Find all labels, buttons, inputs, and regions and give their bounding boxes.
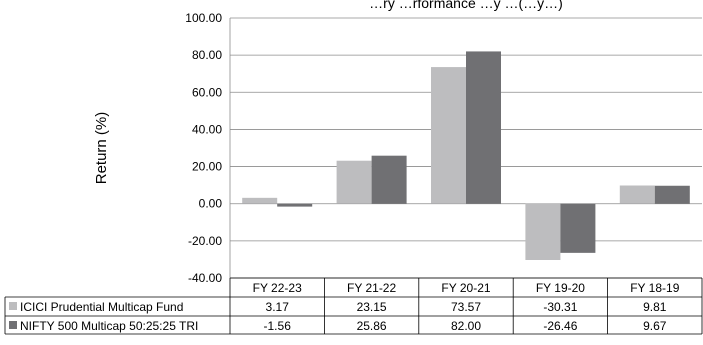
data-label: 25.86 [357, 319, 387, 333]
bar [466, 51, 501, 204]
data-label: -30.31 [543, 300, 577, 314]
y-tick-label: -40.00 [188, 271, 222, 285]
x-tick-label: FY 18-19 [630, 281, 679, 295]
data-label: 3.17 [266, 300, 290, 314]
bar [654, 185, 690, 204]
y-tick-label: 40.00 [192, 122, 222, 136]
legend-swatch [9, 302, 17, 310]
bar [371, 155, 407, 204]
y-axis-label: Return (%) [93, 112, 110, 185]
bar [431, 67, 466, 204]
x-tick-label: FY 21-22 [347, 281, 396, 295]
data-label: 9.81 [643, 300, 667, 314]
x-tick-label: FY 19-20 [536, 281, 585, 295]
y-tick-label: 0.00 [199, 197, 223, 211]
bar [525, 203, 561, 261]
data-table: FY 22-23 FY 21-22 FY 20-21 FY 19-20 FY 18-19… [4, 277, 703, 335]
bar [336, 160, 372, 204]
bar [619, 185, 655, 204]
legend-series-name: NIFTY 500 Multicap 50:25:25 TRI [20, 319, 198, 333]
data-label: -26.46 [543, 319, 577, 333]
y-tick-label: -20.00 [188, 234, 222, 248]
y-tick-label: 100.00 [185, 11, 222, 25]
bars [242, 51, 690, 261]
bar [277, 203, 313, 207]
data-label: 23.15 [357, 300, 387, 314]
chart-title: …ry …rformance …y …(…y…) [369, 0, 563, 11]
legend-series-name: ICICI Prudential Multicap Fund [20, 300, 183, 314]
bar [560, 203, 596, 253]
y-axis-ticks: -40.00 -20.00 0.00 20.00 40.00 60.00 80.00 100.… [185, 11, 222, 285]
data-label: -1.56 [264, 319, 292, 333]
y-tick-label: 80.00 [192, 48, 222, 62]
bar [242, 197, 278, 204]
y-tick-label: 20.00 [192, 160, 222, 174]
y-tick-label: 60.00 [192, 85, 222, 99]
data-label: 73.57 [451, 300, 481, 314]
x-tick-label: FY 22-23 [253, 281, 302, 295]
data-label: 9.67 [643, 319, 667, 333]
data-label: 82.00 [451, 319, 481, 333]
x-tick-label: FY 20-21 [441, 281, 490, 295]
legend-swatch [9, 321, 17, 329]
